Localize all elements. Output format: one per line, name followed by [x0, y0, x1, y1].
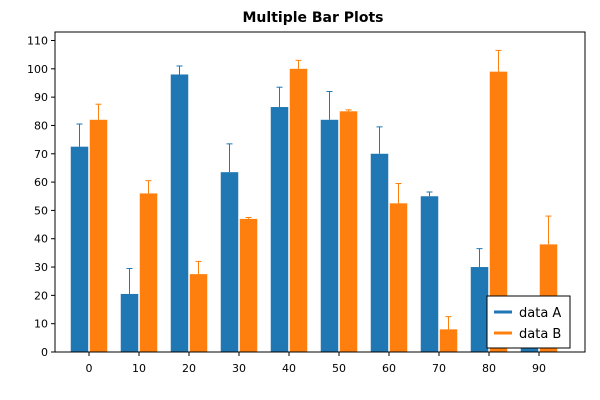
bar-a-30 — [220, 172, 239, 352]
y-tick-label-10: 10 — [34, 318, 48, 331]
bar-b-30 — [239, 218, 258, 352]
legend-box — [486, 295, 571, 349]
x-tick-label-30: 30 — [232, 362, 246, 375]
y-tick-label-0: 0 — [41, 346, 48, 359]
x-tick-label-0: 0 — [86, 362, 93, 375]
legend-label-b: data B — [519, 327, 561, 342]
axes-layer: 0 10 20 30 40 50 60 70 80 90 100 110 0 10 20 30 40 50 60 70… — [27, 31, 586, 375]
x-tick-label-50: 50 — [332, 362, 346, 375]
y-tick-label-80: 80 — [34, 119, 48, 132]
x-tick-label-10: 10 — [132, 362, 146, 375]
x-tick-label-70: 70 — [432, 362, 446, 375]
bar-a-60 — [370, 153, 389, 352]
y-tick-label-100: 100 — [27, 63, 48, 76]
x-tick-label-40: 40 — [282, 362, 296, 375]
x-tick-label-90: 90 — [532, 362, 546, 375]
x-tick-label-20: 20 — [182, 362, 196, 375]
chart-title: Multiple Bar Plots — [243, 10, 384, 26]
x-tick-label-80: 80 — [482, 362, 496, 375]
bar-b-20 — [189, 274, 208, 352]
bar-b-0 — [89, 119, 108, 352]
y-tick-label-50: 50 — [34, 204, 48, 217]
bar-a-10 — [120, 293, 139, 352]
y-tick-label-60: 60 — [34, 176, 48, 189]
legend: data A data B — [486, 295, 571, 349]
y-tick-label-70: 70 — [34, 148, 48, 161]
bar-a-70 — [420, 196, 439, 352]
bar-a-80 — [470, 267, 489, 352]
bars-layer — [70, 68, 558, 353]
bar-b-60 — [389, 203, 408, 352]
y-tick-label-90: 90 — [34, 91, 48, 104]
y-tick-label-20: 20 — [34, 289, 48, 302]
bar-a-20 — [170, 74, 189, 352]
y-tick-label-110: 110 — [27, 34, 48, 47]
bar-b-70 — [439, 329, 458, 352]
x-tick-label-60: 60 — [382, 362, 396, 375]
bar-b-40 — [289, 68, 308, 353]
bar-a-0 — [70, 146, 89, 352]
bar-b-80 — [489, 71, 508, 352]
y-tick-label-40: 40 — [34, 233, 48, 246]
bar-a-50 — [320, 119, 339, 352]
bar-a-40 — [270, 107, 289, 352]
plot-frame — [54, 31, 586, 353]
y-tick-label-30: 30 — [34, 261, 48, 274]
error-bars-layer — [76, 49, 552, 330]
legend-label-a: data A — [519, 306, 561, 321]
bar-b-10 — [139, 193, 158, 352]
bar-b-50 — [339, 111, 358, 352]
